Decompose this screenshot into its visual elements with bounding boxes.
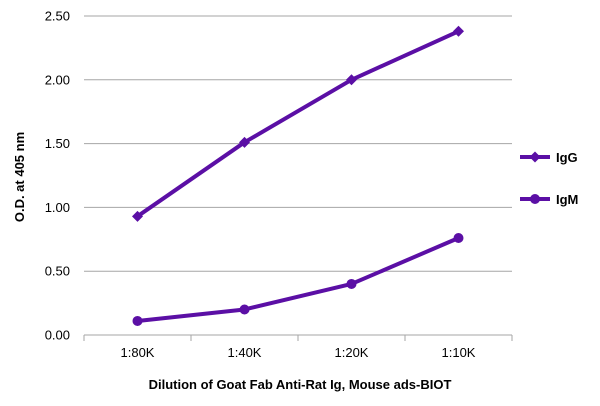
x-tick-label: 1:80K bbox=[121, 345, 155, 360]
y-axis-title: O.D. at 405 nm bbox=[12, 132, 27, 222]
data-point-igm bbox=[453, 233, 464, 244]
data-point-igg bbox=[453, 25, 464, 37]
y-tick-label: 1.00 bbox=[45, 200, 70, 215]
legend-label-igm: IgM bbox=[556, 192, 578, 207]
series-line-igm bbox=[135, 236, 461, 323]
x-tick-labels: 1:80K 1:40K 1:20K 1:10K bbox=[83, 335, 513, 360]
y-tick-label: 0.50 bbox=[45, 264, 70, 279]
legend: IgG IgM bbox=[520, 150, 578, 207]
x-axis-title: Dilution of Goat Fab Anti-Rat Ig, Mouse … bbox=[149, 377, 452, 392]
data-point-igg bbox=[132, 210, 143, 222]
data-point-igm bbox=[132, 315, 143, 326]
y-tick-label: 2.50 bbox=[45, 9, 70, 24]
plot-series bbox=[132, 25, 464, 326]
x-tick-label: 1:20K bbox=[335, 345, 369, 360]
x-tick-label: 1:10K bbox=[442, 345, 476, 360]
legend-label-igg: IgG bbox=[556, 150, 578, 165]
data-point-igm bbox=[346, 278, 357, 289]
legend-marker-igm bbox=[530, 194, 540, 204]
y-tick-label: 2.00 bbox=[45, 72, 70, 87]
y-tick-labels: 0.00 0.50 1.00 1.50 2.00 2.50 bbox=[45, 9, 70, 343]
x-tick-label: 1:40K bbox=[228, 345, 262, 360]
data-point-igm bbox=[239, 304, 250, 315]
data-point-igg bbox=[346, 74, 357, 86]
grid-lines bbox=[84, 15, 512, 336]
y-tick-label: 1.50 bbox=[45, 136, 70, 151]
y-tick-label: 0.00 bbox=[45, 328, 70, 343]
legend-marker-igg bbox=[529, 151, 541, 163]
data-point-igg bbox=[239, 136, 250, 148]
series-line-igg bbox=[135, 29, 461, 219]
